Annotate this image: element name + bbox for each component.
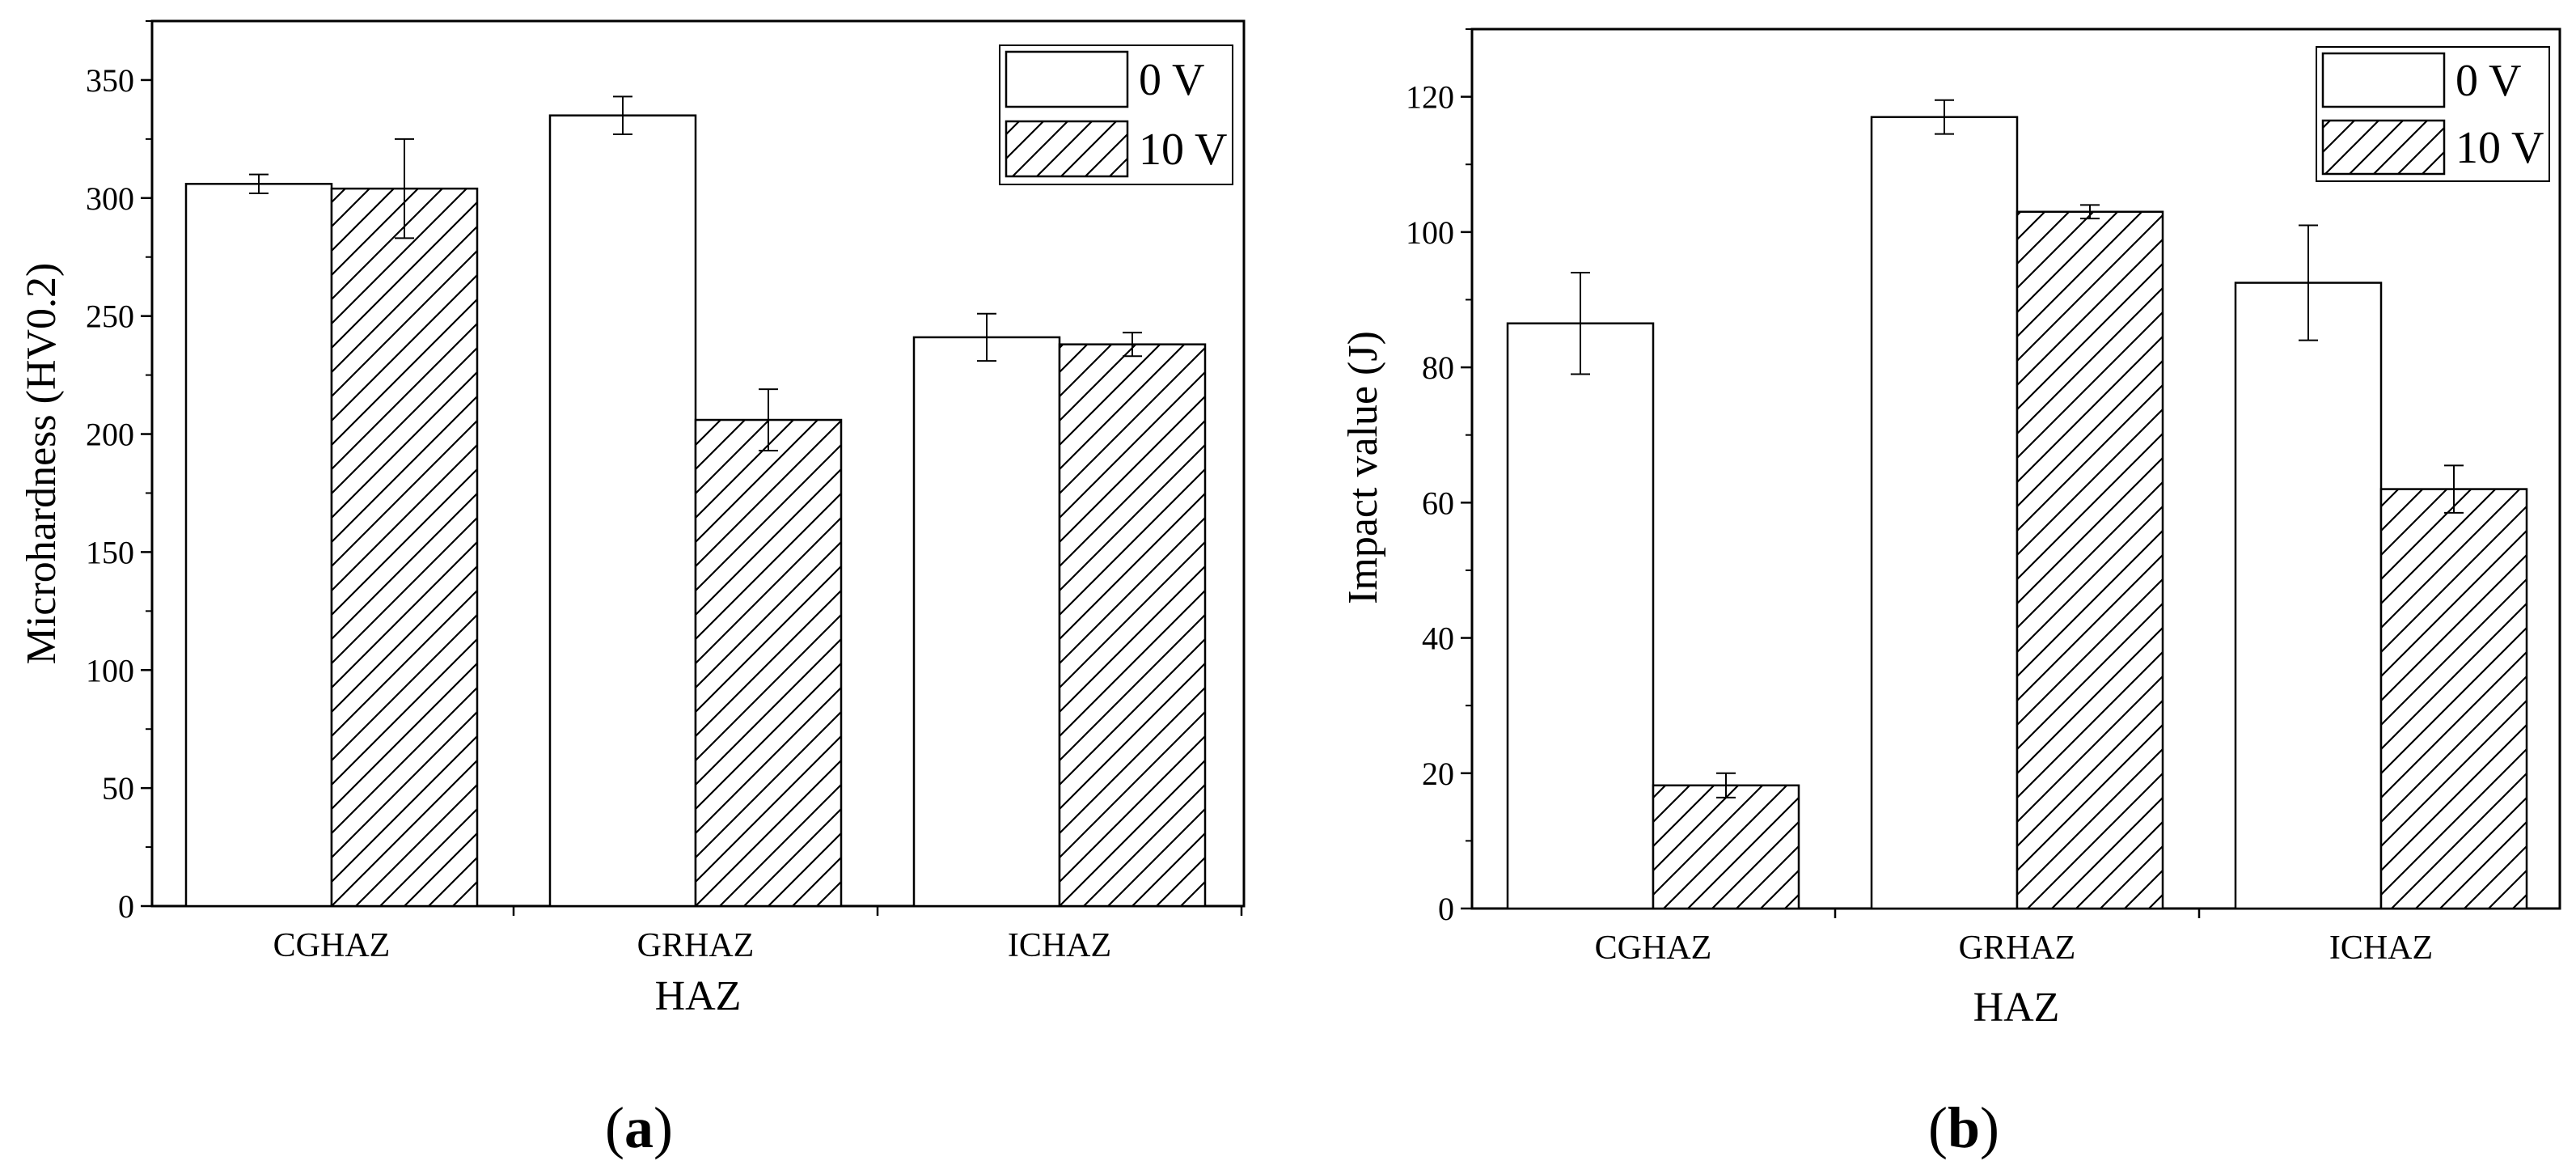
bar-0V-CGHAZ xyxy=(184,183,333,908)
panel-b-x-axis: CGHAZ GRHAZ ICHAZ xyxy=(1595,909,2433,967)
panel-a-x-axis: CGHAZ GRHAZ ICHAZ xyxy=(273,906,1243,964)
legend-label: 10 V xyxy=(2455,123,2544,173)
bar-0V-GRHAZ xyxy=(548,114,697,908)
x-tick-label: GRHAZ xyxy=(1959,930,2076,967)
x-tick-label: GRHAZ xyxy=(637,927,755,964)
x-tick-label: CGHAZ xyxy=(1595,930,1712,967)
bar-0V-ICHAZ xyxy=(2234,282,2383,910)
y-tick-label: 350 xyxy=(86,62,134,99)
panel-a-label: (a) xyxy=(605,1095,673,1160)
y-tick-label: 120 xyxy=(1406,79,1454,116)
legend-swatch xyxy=(1005,50,1129,108)
y-tick-label: 100 xyxy=(1406,214,1454,251)
legend-swatch xyxy=(2321,119,2446,176)
legend-swatch xyxy=(1005,120,1129,178)
panel-b-label: (b) xyxy=(1928,1095,1999,1160)
panel-a-x-axis-title: HAZ xyxy=(655,973,742,1019)
bar-0V-ICHAZ xyxy=(912,336,1061,908)
panel-b-y-axis: 0 20 40 60 80 100 120 xyxy=(1406,28,1472,927)
y-tick-label: 100 xyxy=(86,652,134,688)
bar-0V-CGHAZ xyxy=(1506,322,1655,910)
y-tick-label: 0 xyxy=(118,888,134,925)
y-tick-label: 150 xyxy=(86,534,134,570)
x-tick-label: ICHAZ xyxy=(2329,930,2433,967)
panel-a-chart: 0 50 100 150 200 250 300 350 CGHAZ GRHAZ ICHAZ 0 … xyxy=(19,19,1246,1160)
panel-a-y-axis: 0 50 100 150 200 250 300 350 xyxy=(86,20,152,925)
y-tick-label: 20 xyxy=(1422,756,1454,792)
panel-b-bars xyxy=(1506,99,2528,910)
y-tick-label: 50 xyxy=(102,770,134,807)
bar-10V-GRHAZ xyxy=(694,418,843,908)
panel-a-y-axis-title: Microhardness (HV0.2) xyxy=(19,263,65,665)
y-tick-label: 250 xyxy=(86,299,134,335)
panel-a-legend: 0 V 10 V xyxy=(999,44,1233,185)
legend-label: 0 V xyxy=(2455,56,2521,106)
bar-10V-CGHAZ xyxy=(330,187,479,908)
bar-10V-ICHAZ xyxy=(1058,343,1207,908)
x-tick-label: CGHAZ xyxy=(273,927,391,964)
y-tick-label: 200 xyxy=(86,417,134,453)
panel-b-x-axis-title: HAZ xyxy=(1973,985,2060,1031)
panel-b-legend: 0 V 10 V xyxy=(2316,46,2550,182)
y-tick-label: 60 xyxy=(1422,485,1454,521)
y-tick-label: 0 xyxy=(1438,891,1454,927)
y-tick-label: 80 xyxy=(1422,349,1454,386)
panel-a-bars xyxy=(184,95,1207,908)
panel-b-y-axis-title: Impact value (J) xyxy=(1340,331,1386,604)
legend-swatch xyxy=(2321,52,2446,108)
bar-0V-GRHAZ xyxy=(1870,116,2019,910)
bar-10V-GRHAZ xyxy=(2016,210,2164,910)
bar-10V-ICHAZ xyxy=(2379,488,2528,910)
legend-label: 0 V xyxy=(1139,55,1204,105)
x-tick-label: ICHAZ xyxy=(1008,927,1111,964)
legend-label: 10 V xyxy=(1139,125,1227,175)
bar-10V-CGHAZ xyxy=(1652,784,1800,910)
y-tick-label: 300 xyxy=(86,180,134,217)
y-tick-label: 40 xyxy=(1422,621,1454,657)
